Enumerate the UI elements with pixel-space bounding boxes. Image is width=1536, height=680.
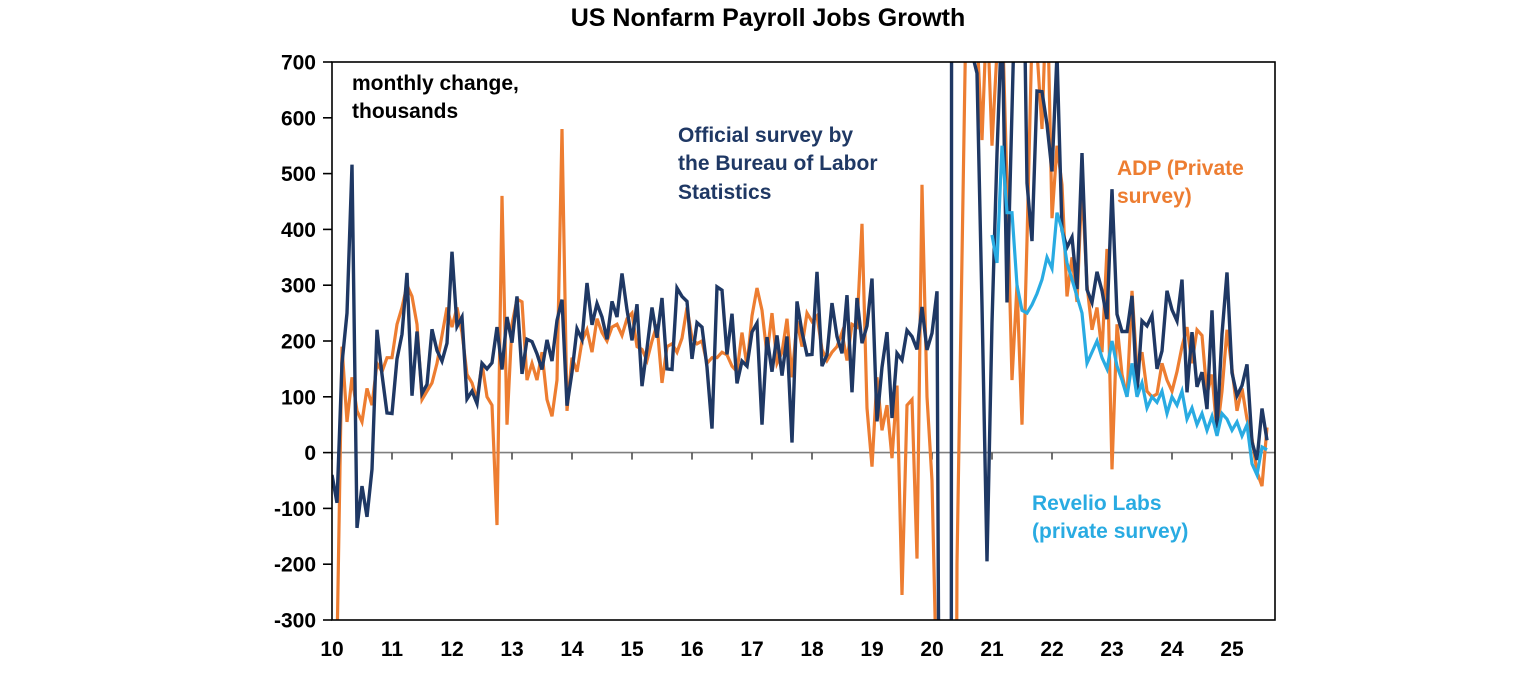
y-axis-label: -300: [274, 610, 316, 633]
x-axis-label: 14: [560, 638, 584, 661]
x-axis-label: 25: [1220, 638, 1244, 661]
x-axis-label: 19: [860, 638, 883, 661]
x-axis-label: 24: [1160, 638, 1184, 661]
series-line-revelio: [990, 145, 1268, 481]
x-axis-label: 10: [320, 638, 343, 661]
x-axis-label: 21: [980, 638, 1004, 661]
y-axis-label: 700: [281, 52, 316, 75]
x-axis-label: 23: [1100, 638, 1123, 661]
y-axis-label: 300: [281, 275, 316, 298]
x-axis-label: 22: [1040, 638, 1063, 661]
x-axis-label: 18: [800, 638, 824, 661]
adp-series-label: ADP (Private survey): [1117, 157, 1244, 209]
x-axis-label: 20: [920, 638, 943, 661]
x-axis-label: 17: [740, 638, 763, 661]
chart-title: US Nonfarm Payroll Jobs Growth: [570, 4, 966, 32]
axis-unit-note: monthly change, thousands: [352, 72, 519, 124]
revelio-series-label: Revelio Labs (private survey): [1032, 492, 1189, 544]
x-axis-label: 13: [500, 638, 523, 661]
x-axis-label: 15: [620, 638, 644, 661]
y-axis-label: 400: [281, 219, 316, 242]
y-axis-label: 0: [304, 442, 316, 465]
y-axis-label: 200: [281, 331, 316, 354]
y-axis-label: -100: [274, 498, 316, 521]
y-axis-label: 100: [281, 386, 316, 409]
bls-series-label: Official survey by the Bureau of Labor S…: [678, 124, 878, 204]
x-axis-label: 11: [381, 638, 404, 661]
y-axis-label: 500: [281, 163, 316, 186]
x-axis-label: 16: [680, 638, 703, 661]
series-line-bls: [332, 62, 1269, 620]
y-axis-label: 600: [281, 107, 316, 130]
x-axis-label: 12: [440, 638, 463, 661]
series-line-adp: [335, 62, 1269, 620]
y-axis-label: -200: [274, 554, 316, 577]
